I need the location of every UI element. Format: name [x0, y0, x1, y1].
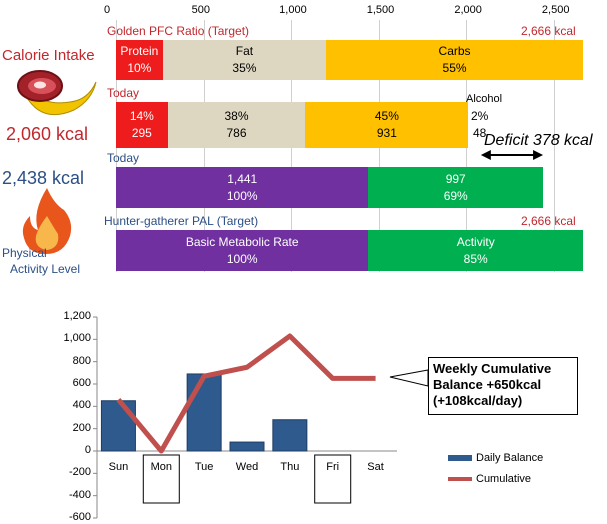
pfc-target-segment-label: Fat — [235, 44, 254, 58]
today-expenditure-segment: 997 69% — [368, 167, 544, 208]
pal-target-segment-label: 85% — [463, 251, 488, 266]
today-expenditure-segment-label: 69% — [443, 188, 468, 203]
pal-target-segment-label: Basic Metabolic Rate — [185, 234, 299, 249]
today-intake-segment-label: 14% — [129, 109, 154, 123]
pfc-target-segment-label: 55% — [442, 61, 467, 75]
x-category-label: Sat — [367, 461, 384, 473]
pal-target-total: 2,666 kcal — [521, 214, 576, 228]
y-tick-label: 1,000 — [63, 332, 91, 345]
daily-balance-bar — [272, 419, 308, 452]
legend-daily-balance: Daily Balance — [448, 452, 543, 464]
legend-cumulative: Cumulative — [448, 473, 531, 485]
top-axis-tick: 2,000 — [454, 4, 482, 16]
today-intake-alcohol-label: 2% — [470, 109, 489, 123]
legend-swatch — [448, 455, 472, 462]
today-expenditure-title: Today — [107, 151, 140, 165]
pfc-target-segment-label: Protein — [120, 44, 159, 58]
boxed-category-mon — [142, 454, 180, 504]
pfc-target-segment: Protein 10% — [116, 40, 163, 80]
banana-icon — [25, 81, 97, 116]
y-tick-label: -400 — [68, 488, 91, 501]
pal-target-segment-label: Activity — [456, 234, 495, 249]
today-intake-segment-label: 38% — [224, 109, 249, 123]
today-expenditure-segment-label: 100% — [226, 188, 258, 203]
x-category-label: Wed — [235, 461, 259, 473]
deficit-arrow — [480, 150, 544, 160]
alcohol-label: Alcohol — [466, 93, 503, 105]
annotation-line1: Weekly Cumulative — [433, 361, 552, 376]
annotation-pointer — [389, 369, 429, 387]
pfc-target-segment-label: 10% — [127, 61, 152, 75]
weekly-annotation: Weekly Cumulative Balance +650kcal (+108… — [428, 357, 578, 415]
y-tick-label: 800 — [72, 354, 91, 367]
legend-swatch — [448, 477, 472, 482]
today-intake-title: Today — [107, 86, 140, 100]
intake-value: 2,060 kcal — [6, 124, 89, 144]
legend-label: Cumulative — [476, 473, 532, 485]
daily-balance-bar — [229, 441, 265, 452]
today-intake-segment-label: 931 — [376, 126, 397, 140]
today-intake-segment: 38% 786 — [167, 102, 306, 148]
x-category-label: Sun — [108, 461, 129, 473]
pal-target-segment: Activity 85% — [368, 230, 583, 271]
top-axis-tick: 1,000 — [279, 4, 307, 16]
y-tick-label: -600 — [68, 511, 91, 523]
x-category-label: Fri — [326, 461, 340, 473]
top-axis-tick: 500 — [191, 4, 210, 16]
x-category-label: Tue — [194, 461, 214, 473]
y-tick-label: 600 — [72, 377, 91, 389]
meat-icon — [12, 66, 102, 122]
today-expenditure-segment-label: 997 — [445, 171, 466, 186]
flame-icon — [20, 186, 74, 256]
y-tick-label: 0 — [84, 444, 91, 456]
deficit-label: Deficit 378 kcal — [484, 132, 593, 149]
y-tick-label: 1,200 — [63, 310, 91, 322]
today-intake-segment-label: 295 — [131, 126, 152, 140]
legend-label: Daily Balance — [476, 452, 544, 464]
today-intake-alcohol-label: 48 — [472, 126, 487, 140]
y-tick-label: 200 — [72, 421, 91, 434]
today-expenditure-segment-label: 1,441 — [227, 171, 258, 186]
today-expenditure-segment: 1,441 100% — [116, 167, 369, 208]
calorie-intake-label: Calorie Intake — [2, 47, 95, 64]
annotation-line2: Balance +650kcal — [433, 377, 542, 392]
today-intake-segment: 14% 295 — [116, 102, 168, 148]
top-axis-tick: 2,500 — [541, 4, 570, 16]
pal-target-segment-label: 100% — [226, 251, 258, 266]
top-axis-tick: 0 — [104, 4, 111, 16]
pfc-target-total: 2,666 kcal — [521, 24, 576, 38]
cumulative-line — [116, 333, 376, 454]
pal-label-line1: Physical — [2, 246, 47, 260]
pfc-target-segment: Carbs 55% — [326, 40, 583, 80]
today-intake-segment-label: 786 — [226, 126, 247, 140]
expenditure-value: 2,438 kcal — [2, 168, 85, 188]
today-intake-segment-label: 45% — [374, 109, 399, 123]
today-intake-segment: 45% 931 — [305, 102, 469, 148]
pfc-target-segment: Fat 35% — [162, 40, 327, 80]
top-gridline — [553, 20, 555, 272]
pal-target-segment: Basic Metabolic Rate 100% — [116, 230, 369, 271]
y-tick-label: -200 — [68, 466, 91, 479]
daily-balance-bar — [100, 400, 136, 452]
pfc-target-segment-label: Carbs — [438, 44, 471, 58]
y-tick-label: 400 — [72, 399, 91, 412]
pfc-target-title: Golden PFC Ratio (Target) — [107, 24, 250, 38]
annotation-line3: (+108kcal/day) — [433, 393, 523, 408]
daily-balance-bar — [186, 373, 222, 452]
today-intake-alcohol: 2% 48 — [468, 102, 490, 148]
x-category-label: Thu — [280, 461, 300, 473]
pfc-target-segment-label: 35% — [232, 61, 257, 75]
x-category-label: Mon — [150, 461, 172, 473]
boxed-category-fri — [314, 454, 352, 504]
top-axis-tick: 1,500 — [366, 4, 395, 16]
pal-target-title: Hunter-gatherer PAL (Target) — [104, 214, 259, 228]
pal-label-line2: Activity Level — [10, 262, 81, 276]
